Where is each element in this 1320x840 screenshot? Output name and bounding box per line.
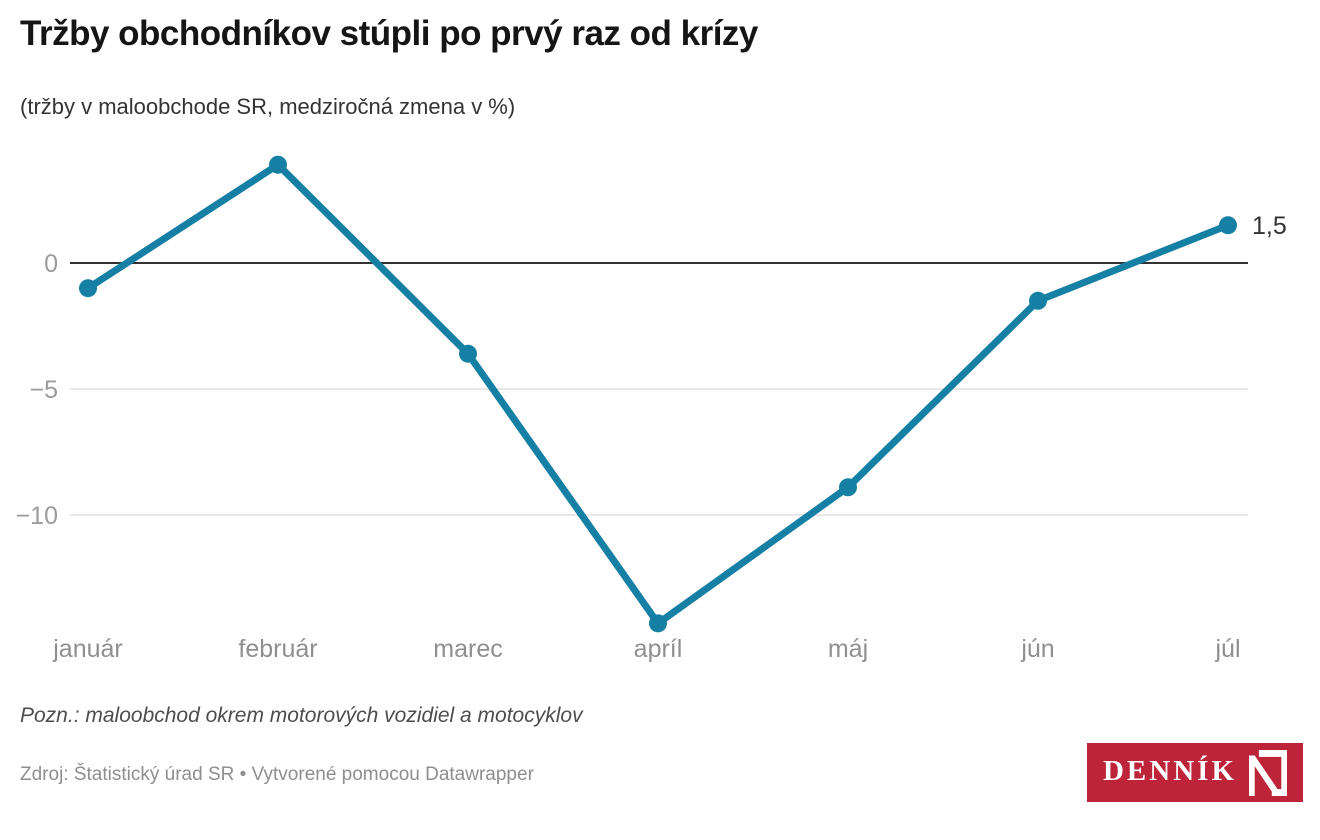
x-axis-label: máj	[828, 635, 868, 663]
x-axis-label: apríl	[634, 635, 683, 663]
line-chart: 0 −5 −10 január február marec apríl máj jún júl 1,…	[16, 155, 1287, 663]
series-line	[84, 161, 1232, 627]
y-axis-tick-label: −10	[16, 502, 58, 530]
data-point[interactable]	[1219, 216, 1237, 235]
page-subtitle: (tržby v maloobchode SR, medziročná zmen…	[20, 94, 516, 119]
y-axis-tick-label: −5	[29, 376, 58, 404]
dennik-n-icon	[1249, 749, 1287, 796]
x-axis-label: január	[52, 635, 123, 663]
x-axis-label: júl	[1214, 635, 1240, 663]
page-title: Tržby obchodníkov stúpli po prvý raz od …	[20, 14, 758, 53]
point-value-label: 1,5	[1252, 212, 1287, 240]
data-point[interactable]	[649, 614, 667, 633]
note-text: Pozn.: maloobchod okrem motorových vozid…	[20, 704, 583, 727]
data-point[interactable]	[269, 155, 287, 174]
x-axis-label: jún	[1020, 635, 1054, 663]
y-axis-tick-label: 0	[44, 250, 58, 278]
data-point[interactable]	[839, 478, 857, 497]
data-point[interactable]	[79, 279, 97, 298]
data-point[interactable]	[1029, 291, 1047, 310]
dennik-logo: DENNÍK	[1087, 743, 1303, 802]
x-axis-label: február	[238, 635, 317, 663]
data-point[interactable]	[459, 344, 477, 363]
source-text: Zdroj: Štatistický úrad SR • Vytvorené p…	[20, 764, 534, 785]
dennik-logo-text: DENNÍK	[1102, 755, 1237, 787]
x-axis-label: marec	[433, 635, 502, 663]
